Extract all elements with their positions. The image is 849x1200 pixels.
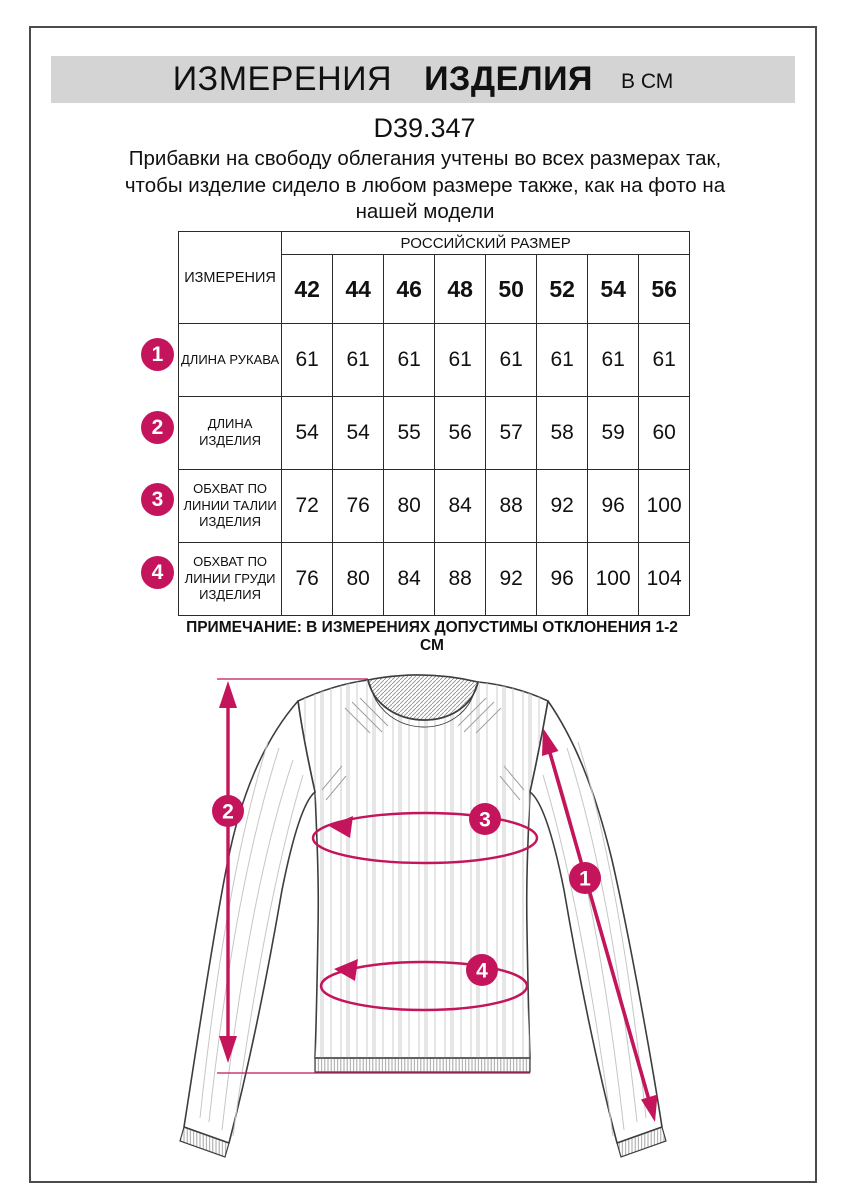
garment-measurement-diagram: 2 3 1 4 [179, 674, 667, 1158]
diagram-marker-1 [569, 862, 601, 894]
value-cell: 56 [434, 396, 487, 470]
value-cell: 61 [332, 323, 385, 397]
left-sleeve [179, 700, 316, 1158]
right-cuff [616, 1126, 667, 1158]
value-cell: 80 [383, 469, 436, 543]
measurements-header-cell: ИЗМЕРЕНИЯ [177, 231, 283, 324]
chest-girth-ellipse [319, 960, 529, 1012]
size-header: 54 [587, 254, 640, 324]
chest-girth-arrowhead [334, 959, 358, 981]
value-cell: 84 [434, 469, 487, 543]
value-cell: 104 [638, 542, 691, 616]
value-cell: 61 [281, 323, 334, 397]
hem-band [314, 1057, 531, 1073]
value-cell: 76 [332, 469, 385, 543]
value-cell: 80 [332, 542, 385, 616]
value-cell: 58 [536, 396, 589, 470]
garment-length-arrowhead-bottom [219, 1036, 237, 1063]
sleeve-length-arrowhead-top [542, 728, 559, 756]
value-cell: 72 [281, 469, 334, 543]
size-header: 44 [332, 254, 385, 324]
row-marker-4: 4 [141, 556, 174, 589]
right-sleeve-ribbing [542, 741, 647, 1137]
size-group-header-cell: РОССИЙСКИЙ РАЗМЕР [281, 231, 691, 255]
sleeve-length-arrowhead-bottom [641, 1094, 658, 1122]
collar-seam [369, 683, 477, 728]
value-cell: 61 [434, 323, 487, 397]
garment-length-arrowhead-top [219, 681, 237, 708]
tolerance-note: ПРИМЕЧАНИЕ: В ИЗМЕРЕНИЯХ ДОПУСТИМЫ ОТКЛО… [186, 619, 678, 654]
measurement-annotations [217, 678, 658, 1122]
size-header: 42 [281, 254, 334, 324]
value-cell: 96 [587, 469, 640, 543]
collar [367, 674, 479, 728]
left-sleeve-outline [183, 700, 316, 1144]
row-label: ДЛИНА РУКАВА [177, 323, 283, 397]
diagram-marker-2 [212, 795, 244, 827]
diagram-markers: 2 3 1 4 [212, 795, 601, 986]
value-cell: 84 [383, 542, 436, 616]
table-row-garment-length: ДЛИНА ИЗДЕЛИЯ 54 54 55 56 57 58 59 60 [177, 396, 691, 470]
title-measurements: ИЗМЕРЕНИЯ [172, 60, 393, 98]
size-header: 52 [536, 254, 589, 324]
garment-body [297, 679, 549, 1073]
title-product: ИЗДЕЛИЯ [424, 60, 593, 98]
title-bar: ИЗМЕРЕНИЯ ИЗДЕЛИЯ В СМ [51, 56, 795, 103]
diagram-marker-3-label: 3 [479, 809, 491, 832]
diagram-marker-2-label: 2 [222, 801, 234, 824]
diagram-marker-1-label: 1 [579, 868, 591, 891]
value-cell: 61 [638, 323, 691, 397]
diagram-marker-4-label: 4 [476, 960, 488, 983]
size-header: 46 [383, 254, 436, 324]
diagram-marker-3 [469, 803, 501, 835]
value-cell: 61 [587, 323, 640, 397]
value-cell: 55 [383, 396, 436, 470]
value-cell: 60 [638, 396, 691, 470]
table-row-chest-girth: ОБХВАТ ПО ЛИНИИ ГРУДИ ИЗДЕЛИЯ 76 80 84 8… [177, 542, 691, 616]
length-extension-lines [217, 678, 530, 1074]
fit-description: Прибавки на свободу облегания учтены во … [124, 147, 726, 223]
value-cell: 54 [281, 396, 334, 470]
row-label: ДЛИНА ИЗДЕЛИЯ [177, 396, 283, 470]
diagram-marker-4 [466, 954, 498, 986]
size-header: 50 [485, 254, 538, 324]
value-cell: 54 [332, 396, 385, 470]
value-cell: 96 [536, 542, 589, 616]
value-cell: 92 [485, 542, 538, 616]
row-marker-3: 3 [141, 483, 174, 516]
title-unit: В СМ [620, 70, 674, 93]
value-cell: 88 [434, 542, 487, 616]
torso-ribbing [298, 680, 548, 1058]
value-cell: 61 [536, 323, 589, 397]
value-cell: 61 [485, 323, 538, 397]
size-table: ИЗМЕРЕНИЯ РОССИЙСКИЙ РАЗМЕР 42 44 46 48 … [177, 231, 691, 616]
waist-girth-ellipse [311, 811, 539, 865]
left-cuff [179, 1126, 230, 1158]
value-cell: 92 [536, 469, 589, 543]
value-cell: 76 [281, 542, 334, 616]
sleeve-length-arrow [548, 752, 651, 1101]
value-cell: 88 [485, 469, 538, 543]
table-row-sleeve-length: ДЛИНА РУКАВА 61 61 61 61 61 61 61 61 [177, 323, 691, 397]
fold-marks [321, 697, 525, 801]
article-number: D39.347 [373, 113, 476, 143]
row-label: ОБХВАТ ПО ЛИНИИ ГРУДИ ИЗДЕЛИЯ [177, 542, 283, 616]
size-header: 56 [638, 254, 691, 324]
value-cell: 100 [638, 469, 691, 543]
row-label: ОБХВАТ ПО ЛИНИИ ТАЛИИ ИЗДЕЛИЯ [177, 469, 283, 543]
size-header: 48 [434, 254, 487, 324]
waist-girth-arrowhead [329, 816, 353, 838]
value-cell: 59 [587, 396, 640, 470]
page-border [29, 26, 817, 1183]
size-header-row: 42 44 46 48 50 52 54 56 [179, 254, 691, 324]
value-cell: 61 [383, 323, 436, 397]
left-sleeve-ribbing [199, 741, 304, 1137]
row-marker-2: 2 [141, 411, 174, 444]
table-row-waist-girth: ОБХВАТ ПО ЛИНИИ ТАЛИИ ИЗДЕЛИЯ 72 76 80 8… [177, 469, 691, 543]
row-marker-1: 1 [141, 338, 174, 371]
value-cell: 57 [485, 396, 538, 470]
value-cell: 100 [587, 542, 640, 616]
